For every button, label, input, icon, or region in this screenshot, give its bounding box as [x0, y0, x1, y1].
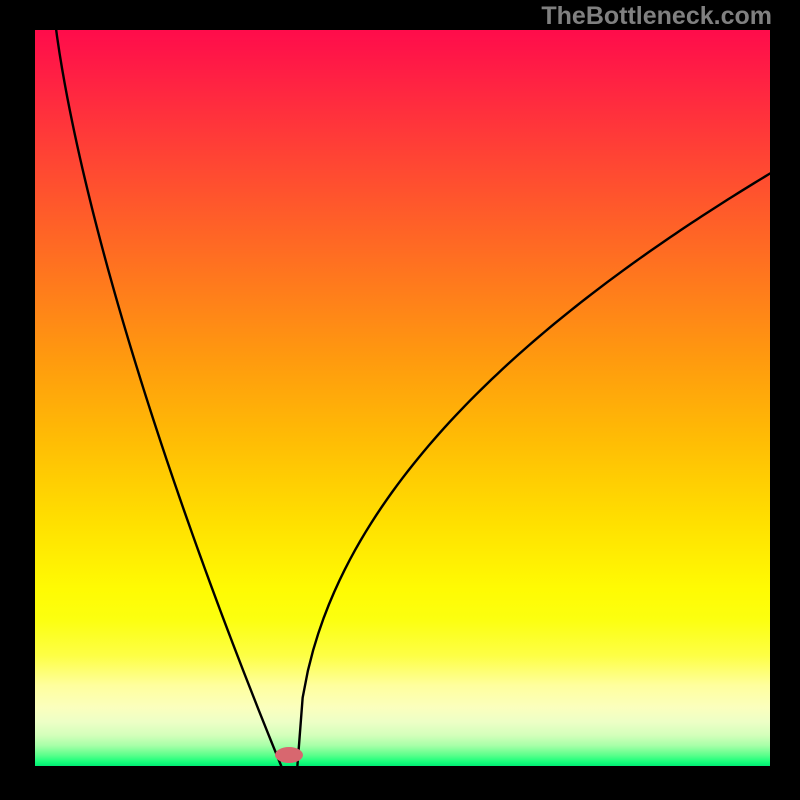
bottleneck-curve	[35, 30, 770, 766]
watermark-text: TheBottleneck.com	[541, 2, 772, 31]
plot-area	[35, 30, 770, 766]
